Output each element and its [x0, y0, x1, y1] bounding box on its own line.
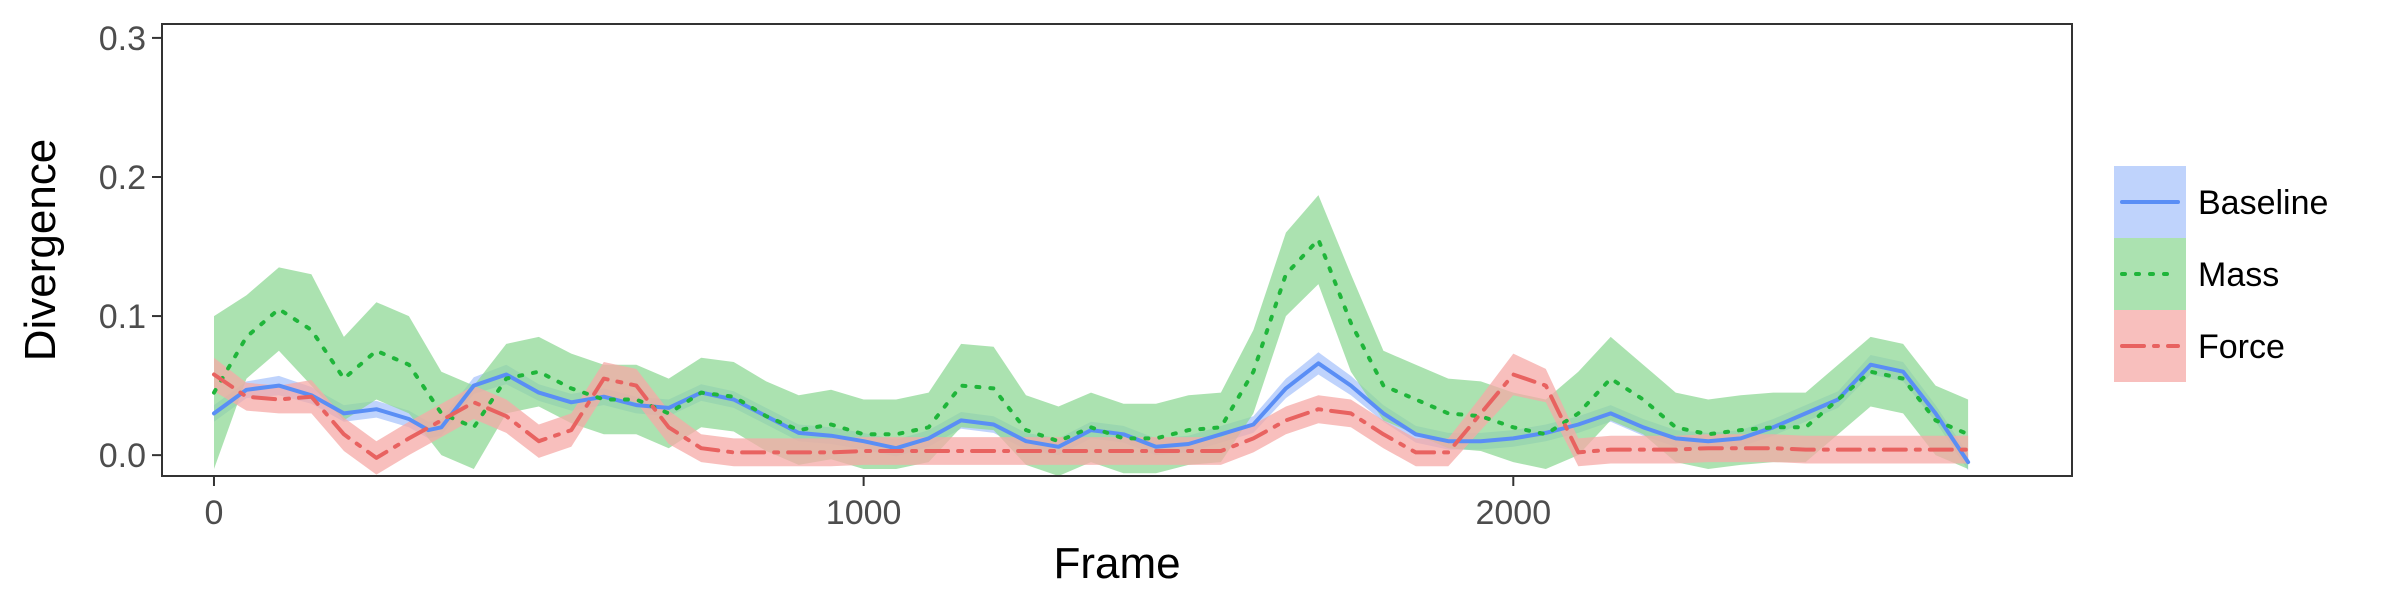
- confidence-bands: [214, 195, 1969, 476]
- x-tick-label: 2000: [1475, 494, 1551, 532]
- x-tick-label: 1000: [826, 494, 902, 532]
- legend-label-baseline: Baseline: [2198, 184, 2328, 222]
- band-mass: [214, 195, 1969, 476]
- y-axis-title: Divergence: [16, 139, 65, 362]
- legend-key-baseline: [2114, 166, 2186, 238]
- legend-label-mass: Mass: [2198, 256, 2279, 294]
- x-tick-label: 0: [205, 494, 224, 532]
- y-tick-label: 0.1: [99, 298, 146, 336]
- legend-label-force: Force: [2198, 328, 2285, 366]
- y-tick-label: 0.3: [99, 20, 146, 58]
- plot-panel-border: [161, 23, 2073, 477]
- line-mass: [212, 237, 1971, 444]
- y-axis: 0.0 0.1 0.2 0.3: [99, 20, 162, 475]
- band-force: [214, 353, 1969, 475]
- legend: Baseline Mass Force: [2114, 166, 2328, 382]
- y-tick-label: 0.2: [99, 159, 146, 197]
- y-tick-label: 0.0: [99, 437, 146, 475]
- legend-key-force: [2114, 310, 2186, 382]
- x-axis: 0 1000 2000: [205, 476, 1551, 532]
- legend-key-mass: [2114, 238, 2186, 310]
- x-axis-title: Frame: [1053, 539, 1180, 588]
- line-force: [212, 372, 1971, 460]
- line-baseline: [212, 361, 1971, 465]
- series-lines: [212, 237, 1971, 465]
